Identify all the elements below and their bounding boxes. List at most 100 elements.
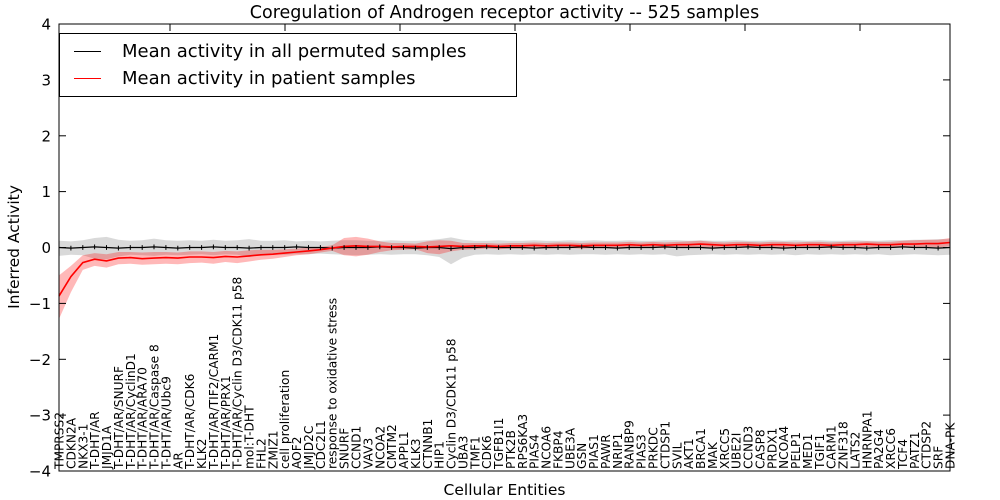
x-tick-label: mol:T-DHT [243, 405, 257, 469]
y-tick-label: 3 [41, 71, 51, 89]
x-tick-label: FHL2 [255, 438, 269, 469]
x-tick-label: PA2G4 [872, 429, 886, 469]
x-tick-label: HNRNPA1 [860, 410, 874, 469]
x-tick-label: ZNF318 [837, 421, 851, 469]
x-tick-label: CTDSP2 [920, 421, 934, 469]
x-tick-label: CDKN2A [64, 417, 78, 469]
patient-mean-line [58, 241, 951, 297]
x-tick-label: AR [171, 452, 185, 469]
x-tick-label: T-DHT/AR/ARA70 [136, 367, 150, 470]
x-tick-label: CARM1 [825, 425, 839, 469]
x-tick-label: CTDSP1 [658, 421, 672, 469]
x-tick-label: UBE3A [563, 427, 577, 469]
y-tick-label: 0 [41, 239, 51, 257]
x-tick-label: PIAS4 [528, 434, 542, 469]
legend: Mean activity in all permuted samples Me… [59, 33, 517, 97]
x-tick-label: MAK [706, 441, 720, 469]
y-tick-label: −1 [29, 295, 51, 313]
x-tick-label: response to oxidative stress [326, 298, 340, 469]
x-tick-label: SNURF [338, 428, 352, 469]
permuted-line-swatch [74, 51, 101, 52]
x-tick-label: AKT1 [682, 438, 696, 469]
top-axis-ticks [169, 24, 861, 31]
x-tick-label: CDK6 [480, 435, 494, 469]
x-tick-label: PRKDC [647, 427, 661, 469]
permuted-confidence-band [59, 236, 950, 265]
x-tick-label: RANBP9 [623, 420, 637, 469]
x-tick-label: JMJD1A [100, 425, 114, 470]
x-tick-label: PIAS3 [635, 434, 649, 469]
patient-line-swatch [74, 78, 101, 79]
x-tick-label: SRF [932, 446, 946, 469]
x-tick-label: HIP1 [433, 441, 447, 469]
x-tick-label: KLK2 [195, 438, 209, 469]
permuted-mean-line [58, 246, 951, 250]
x-tick-label: TGFB1I1 [492, 418, 506, 470]
x-tick-label: GSN [575, 443, 589, 469]
x-tick-label: FKBP4 [552, 430, 566, 469]
y-tick-label: 2 [41, 127, 51, 145]
chart-title: Coregulation of Androgen receptor activi… [249, 3, 760, 23]
x-tick-label: DNA-PK [944, 422, 958, 469]
x-tick-label: cell proliferation [278, 370, 292, 469]
legend-item-patient: Mean activity in patient samples [74, 67, 504, 90]
x-tick-label: T-DHT/AR/SNURF [112, 366, 126, 470]
x-tick-label: NCOA2 [373, 426, 387, 469]
x-tick-label: ZMIZ1 [266, 430, 280, 469]
x-tick-label: MED1 [801, 434, 815, 469]
x-tick-label: TMPRSS2 [53, 412, 67, 470]
x-tick-label: Cyclin D3/CDK11 p58 [445, 338, 459, 469]
x-tick-label: NCOA4 [777, 426, 791, 469]
x-tick-label: T-DHT/AR/PRX1 [219, 375, 233, 470]
x-tick-label: NRIP1 [611, 433, 625, 469]
y-tick-label: −4 [29, 463, 51, 481]
x-tick-label: RPS6KA3 [516, 414, 530, 469]
y-tick-label: −3 [29, 407, 51, 425]
x-tick-label: PATZ1 [908, 431, 922, 469]
x-tick-label: AOF2 [290, 437, 304, 469]
x-tick-label: SVIL [670, 442, 684, 469]
x-tick-label: CTNNB1 [421, 419, 435, 469]
y-axis-ticks: −4 −3 −2 −1 0 1 2 3 4 [29, 16, 950, 481]
x-tick-label: T-DHT/AR/TIF2/CARM1 [207, 334, 221, 470]
x-tick-label: CCND1 [350, 426, 364, 469]
x-tick-label: BRCA1 [694, 428, 708, 469]
x-tick-label: XRCC6 [884, 428, 898, 469]
x-tick-label: PELP1 [789, 432, 803, 469]
x-tick-label: JMJD2C [302, 426, 316, 470]
y-tick-label: 4 [41, 16, 51, 34]
x-tick-label: TCF4 [896, 439, 910, 470]
x-tick-label: T-DHT/AR/Ubc9 [159, 376, 173, 470]
x-tick-label: CCND3 [742, 426, 756, 469]
x-tick-label: NCOA6 [540, 426, 554, 469]
x-tick-label: T-DHT/AR/CyclinD1 [124, 353, 138, 470]
x-tick-label: PIAS1 [587, 434, 601, 469]
legend-item-permuted: Mean activity in all permuted samples [74, 40, 504, 63]
x-tick-label: T-DHT/AR [88, 411, 102, 470]
x-tick-label: APPL1 [397, 431, 411, 469]
legend-label-permuted: Mean activity in all permuted samples [122, 41, 467, 62]
x-tick-label: KLK3 [409, 438, 423, 469]
x-tick-label: LATS2 [849, 432, 863, 469]
x-tick-labels: TMPRSS2CDKN2ANKX3-1T-DHT/ARJMJD1AT-DHT/A… [53, 277, 958, 470]
x-tick-label: T-DHT/AR/Caspase 8 [148, 344, 162, 470]
x-tick-label: CMTM2 [385, 424, 399, 469]
x-tick-label: UBE2I [730, 433, 744, 469]
x-tick-label: PRDX1 [765, 428, 779, 469]
x-tick-label: PAWR [599, 434, 613, 469]
x-tick-label: TGIF1 [813, 434, 827, 470]
x-tick-label: CDC2L1 [314, 420, 328, 469]
x-tick-label: CASP8 [753, 429, 767, 469]
legend-label-patient: Mean activity in patient samples [122, 68, 416, 89]
x-tick-label: T-DHT/AR/CDK6 [183, 374, 197, 470]
x-tick-label: XRCC5 [718, 428, 732, 469]
x-tick-label: UBA3 [456, 436, 470, 469]
y-tick-label: 1 [41, 183, 51, 201]
x-tick-label: T-DHT/AR/Cyclin D3/CDK11 p58 [231, 277, 245, 470]
x-tick-label: NKX3-1 [76, 424, 90, 469]
y-tick-label: −2 [29, 351, 51, 369]
x-axis-label: Cellular Entities [443, 481, 566, 499]
x-tick-label: TMF1 [468, 436, 482, 470]
